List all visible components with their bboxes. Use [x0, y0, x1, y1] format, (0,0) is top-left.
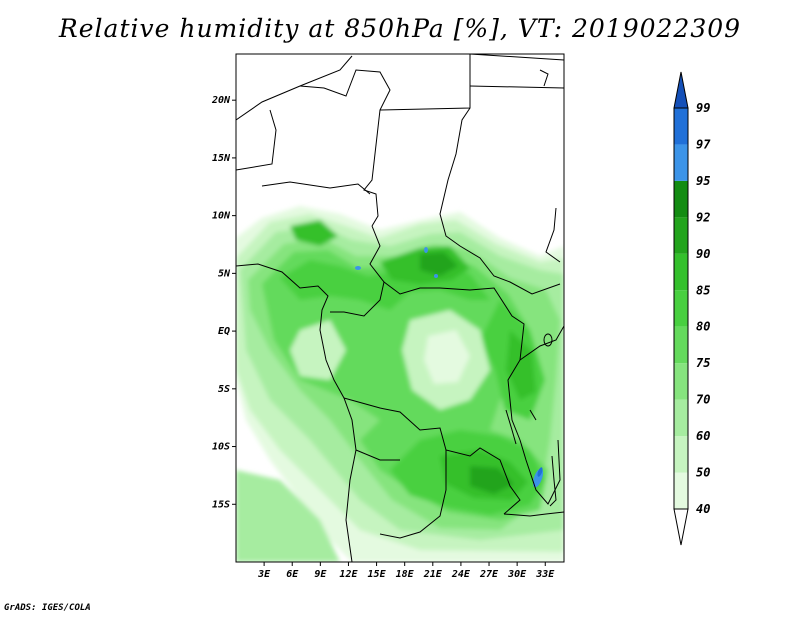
country-borders — [236, 54, 564, 562]
colorbar-label: 40 — [696, 502, 710, 516]
saturation-spots — [355, 247, 544, 488]
humidity-field — [236, 54, 564, 562]
colorbar-segment — [674, 290, 688, 327]
latitude-axis: 20N 15N 10N 5N EQ 5S 10S 15S — [211, 95, 236, 510]
colorbar-label: 70 — [696, 393, 710, 407]
grads-credit: GrADS: IGES/COLA — [4, 603, 91, 613]
colorbar-segment — [674, 399, 688, 437]
lon-tick-label: 9E — [314, 569, 327, 580]
lakes — [505, 333, 557, 507]
longitude-axis: 3E 6E 9E 12E 15E 18E 21E 24E 27E 30E 33E — [257, 562, 555, 580]
colorbar-label: 92 — [696, 210, 710, 224]
lon-tick-label: 21E — [423, 569, 443, 580]
colorbar-label: 95 — [696, 174, 710, 188]
lon-tick-label: 33E — [535, 569, 555, 580]
colorbar-segment — [674, 436, 688, 473]
colorbar-label: 85 — [696, 283, 710, 297]
colorbar-label: 75 — [696, 356, 710, 370]
colorbar-segment — [674, 326, 688, 364]
colorbar-segment — [674, 108, 688, 145]
lat-tick-label: 15S — [212, 499, 230, 510]
colorbar-over-triangle — [673, 71, 689, 109]
map-title: Relative humidity at 850hPa [%], VT: 201… — [58, 14, 742, 43]
lon-tick-label: 6E — [286, 569, 299, 580]
colorbar-label: 90 — [696, 247, 710, 261]
colorbar-under-triangle — [673, 508, 689, 546]
lat-tick-label: 20N — [211, 95, 231, 106]
lon-tick-label: 24E — [451, 569, 471, 580]
colorbar-label: 80 — [696, 320, 710, 334]
colorbar-segment — [674, 144, 688, 181]
colorbar-segment — [674, 472, 688, 509]
colorbar-segment — [674, 217, 688, 254]
map-frame — [235, 53, 565, 563]
colorbar-label: 60 — [696, 429, 710, 443]
lat-tick-label: 5S — [218, 384, 230, 395]
colorbar: 40 50 60 70 75 80 85 90 92 95 97 99 — [673, 71, 711, 546]
colorbar-segment — [674, 180, 688, 218]
lon-tick-label: 18E — [396, 569, 415, 580]
lat-tick-label: EQ — [218, 326, 230, 337]
colorbar-segment — [674, 363, 688, 400]
lon-tick-label: 12E — [339, 569, 358, 580]
lon-tick-label: 27E — [479, 569, 499, 580]
lon-tick-label: 15E — [368, 569, 387, 580]
colorbar-label: 50 — [696, 466, 710, 480]
colorbar-segment — [674, 253, 688, 291]
colorbar-label: 99 — [696, 101, 710, 115]
colorbar-label: 97 — [696, 137, 711, 151]
lat-tick-label: 5N — [218, 268, 231, 279]
lat-tick-label: 15N — [212, 153, 231, 164]
lon-tick-label: 30E — [507, 569, 527, 580]
lat-tick-label: 10N — [212, 211, 231, 222]
lon-tick-label: 3E — [257, 569, 271, 580]
colorbar-outline — [673, 107, 689, 510]
lat-tick-label: 10S — [212, 442, 230, 453]
